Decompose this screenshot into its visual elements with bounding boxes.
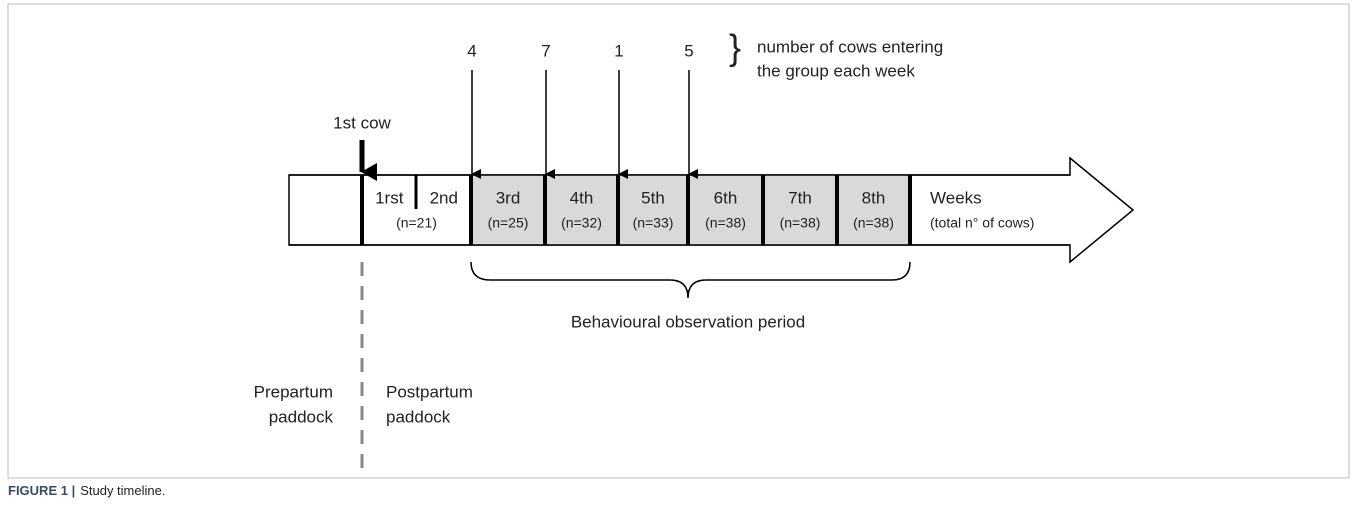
week-label: 7th [788,188,812,207]
zone-label: Postpartum [386,382,473,401]
period-brace [470,261,911,299]
timeline-edge [289,174,1070,246]
week-label: 5th [641,188,665,207]
week-count: (n=33) [633,215,674,231]
zone-label: paddock [386,407,451,426]
first-cow-label: 1st cow [333,113,391,132]
caption-figure-text: FIGURE 1 | [8,483,75,498]
axis-sublabel: (total n° of cows) [930,215,1034,231]
week-dividers [360,175,912,245]
axis-label: Weeks [930,188,982,207]
week-label: 1rst [375,188,404,207]
week-label: 3rd [496,188,521,207]
entering-count: 5 [684,41,693,60]
caption-text: Study timeline. [80,483,165,498]
week-count: (n=21) [396,215,437,231]
week-label: 8th [862,188,886,207]
week-count: (n=38) [853,215,894,231]
note-line: number of cows entering [757,37,943,56]
caption-figure: FIGURE 1 | Study timeline. [8,483,165,498]
entering-count: 4 [467,41,476,60]
week-count: (n=38) [705,215,746,231]
entering-count: 7 [541,41,550,60]
week-count: (n=25) [488,215,529,231]
note-line: the group each week [757,61,915,80]
observation-fill [471,175,910,245]
period-label: Behavioural observation period [571,312,805,331]
entering-count: 1 [614,41,623,60]
week-label: 6th [714,188,738,207]
zone-label: Prepartum [254,382,333,401]
brace: } [729,27,741,68]
zone-label: paddock [269,407,334,426]
week-label: 2nd [430,188,458,207]
week-count: (n=32) [561,215,602,231]
week-label: 4th [570,188,594,207]
frame [7,3,1350,479]
week-count: (n=38) [780,215,821,231]
